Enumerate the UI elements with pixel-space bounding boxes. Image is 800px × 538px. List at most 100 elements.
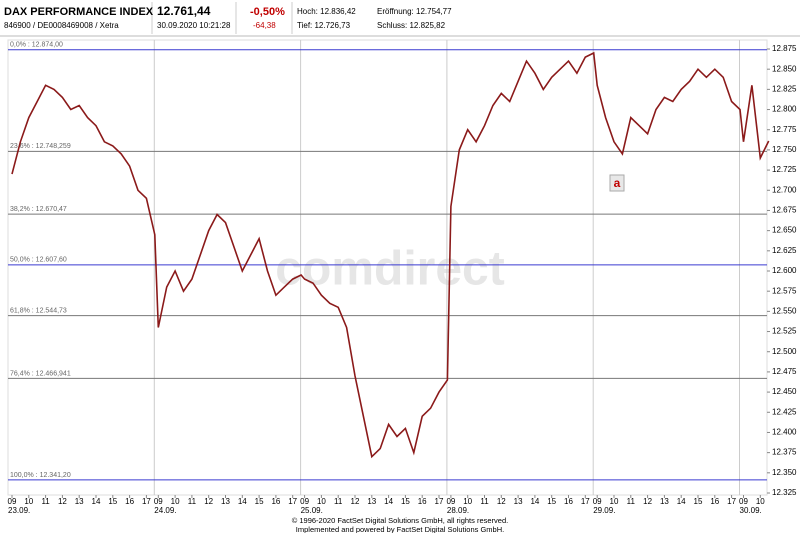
change-pct: -0,50% [250, 6, 285, 18]
x-date-label: 28.09. [447, 506, 469, 515]
level-label: 100,0% : 12.341,20 [10, 472, 71, 479]
x-tick-label: 09 [446, 497, 455, 506]
ident: 846900 / DE0008469008 / Xetra [4, 21, 119, 30]
level-label: 61,8% : 12.544,73 [10, 307, 67, 314]
y-tick-label: 12.725 [772, 165, 797, 174]
level-label: 50,0% : 12.607,60 [10, 257, 67, 264]
watermark: comdirect [275, 243, 504, 296]
x-tick-label: 10 [317, 497, 326, 506]
x-tick-label: 10 [24, 497, 33, 506]
x-tick-label: 10 [171, 497, 180, 506]
open: Eröffnung: 12.754,77 [377, 7, 452, 16]
y-tick-label: 12.350 [772, 468, 797, 477]
x-tick-label: 14 [530, 497, 539, 506]
x-tick-label: 13 [514, 497, 523, 506]
level-label: 76,4% : 12.466,941 [10, 370, 71, 377]
x-tick-label: 12 [351, 497, 360, 506]
x-tick-label: 17 [435, 497, 444, 506]
x-tick-label: 11 [334, 497, 343, 506]
x-tick-label: 16 [418, 497, 427, 506]
plot-frame [7, 39, 768, 496]
x-tick-label: 16 [564, 497, 573, 506]
y-tick-label: 12.475 [772, 367, 797, 376]
annotation: a [614, 176, 621, 190]
x-tick-label: 16 [710, 497, 719, 506]
y-tick-label: 12.625 [772, 246, 797, 255]
y-tick-label: 12.750 [772, 145, 797, 154]
x-tick-label: 15 [401, 497, 410, 506]
x-tick-label: 12 [204, 497, 213, 506]
level-label: 38,2% : 12.670,47 [10, 206, 67, 213]
x-tick-label: 11 [41, 497, 50, 506]
low: Tief: 12.726,73 [297, 21, 351, 30]
price-line [11, 51, 770, 459]
x-tick-label: 13 [221, 497, 230, 506]
x-tick-label: 15 [255, 497, 264, 506]
y-tick-label: 12.775 [772, 125, 797, 134]
title: DAX PERFORMANCE INDEX [4, 6, 154, 18]
x-tick-label: 11 [188, 497, 197, 506]
x-tick-label: 09 [154, 497, 163, 506]
x-tick-label: 13 [75, 497, 84, 506]
y-tick-label: 12.650 [772, 226, 797, 235]
level-label: 0,0% : 12.874,00 [10, 42, 63, 49]
x-tick-label: 12 [497, 497, 506, 506]
change-abs: -64,38 [253, 21, 276, 30]
footer: © 1996-2020 FactSet Digital Solutions Gm… [292, 516, 508, 525]
x-tick-label: 10 [756, 497, 765, 506]
x-tick-label: 09 [593, 497, 602, 506]
x-tick-label: 11 [480, 497, 489, 506]
y-tick-label: 12.575 [772, 286, 797, 295]
annotation-box [609, 174, 625, 192]
x-tick-label: 17 [727, 497, 736, 506]
x-tick-label: 12 [58, 497, 67, 506]
x-tick-label: 09 [300, 497, 309, 506]
x-tick-label: 09 [739, 497, 748, 506]
x-tick-label: 15 [547, 497, 556, 506]
close: Schluss: 12.825,82 [377, 21, 446, 30]
y-tick-label: 12.600 [772, 266, 797, 275]
x-tick-label: 17 [288, 497, 297, 506]
x-tick-label: 17 [142, 497, 151, 506]
y-tick-label: 12.525 [772, 327, 797, 336]
x-tick-label: 13 [367, 497, 376, 506]
x-tick-label: 15 [694, 497, 703, 506]
y-tick-label: 12.675 [772, 206, 797, 215]
x-date-label: 30.09. [740, 506, 762, 515]
x-tick-label: 16 [271, 497, 280, 506]
y-tick-label: 12.425 [772, 407, 797, 416]
x-tick-label: 17 [581, 497, 590, 506]
y-tick-label: 12.850 [772, 64, 797, 73]
x-tick-label: 16 [125, 497, 134, 506]
y-tick-label: 12.375 [772, 448, 797, 457]
x-date-label: 24.09. [154, 506, 176, 515]
x-tick-label: 11 [627, 497, 636, 506]
x-tick-label: 14 [238, 497, 247, 506]
y-tick-label: 12.825 [772, 84, 797, 93]
y-tick-label: 12.550 [772, 306, 797, 315]
y-tick-label: 12.500 [772, 347, 797, 356]
y-tick-label: 12.325 [772, 488, 797, 497]
y-tick-label: 12.700 [772, 185, 797, 194]
datetime: 30.09.2020 10:21:28 [157, 21, 231, 30]
x-tick-label: 09 [8, 497, 17, 506]
price: 12.761,44 [157, 4, 211, 18]
x-tick-label: 14 [677, 497, 686, 506]
x-date-label: 25.09. [301, 506, 323, 515]
y-tick-label: 12.875 [772, 44, 797, 53]
level-label: 23,6% : 12.748,259 [10, 143, 71, 150]
x-tick-label: 10 [463, 497, 472, 506]
x-tick-label: 15 [108, 497, 117, 506]
x-tick-label: 10 [610, 497, 619, 506]
x-tick-label: 14 [384, 497, 393, 506]
y-tick-label: 12.450 [772, 387, 797, 396]
y-tick-label: 12.800 [772, 105, 797, 114]
footer: Implemented and powered by FactSet Digit… [296, 525, 504, 533]
x-date-label: 29.09. [593, 506, 615, 515]
high: Hoch: 12.836,42 [297, 7, 356, 16]
y-tick-label: 12.400 [772, 428, 797, 437]
x-tick-label: 12 [643, 497, 652, 506]
x-tick-label: 13 [660, 497, 669, 506]
